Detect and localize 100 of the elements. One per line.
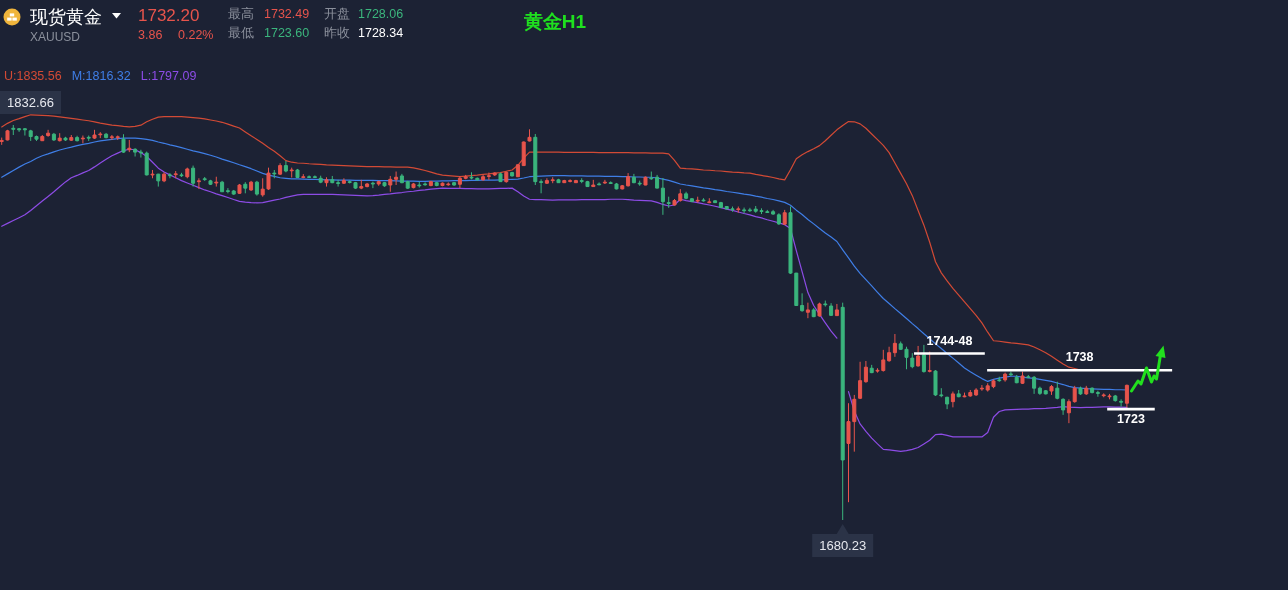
candlestick bbox=[742, 207, 747, 214]
candlestick bbox=[1037, 386, 1042, 396]
candlestick bbox=[655, 174, 660, 189]
candlestick bbox=[1095, 390, 1100, 398]
candlestick bbox=[637, 180, 642, 187]
candlestick bbox=[1066, 398, 1071, 424]
text: 1723.60 bbox=[264, 26, 310, 40]
candlestick bbox=[40, 134, 45, 142]
candlestick bbox=[956, 389, 961, 398]
text: 开盘 bbox=[324, 7, 350, 21]
candlestick bbox=[498, 172, 503, 183]
candlestick bbox=[1084, 385, 1089, 396]
candlestick bbox=[776, 212, 781, 226]
candlestick bbox=[278, 162, 283, 176]
candlestick bbox=[185, 167, 190, 179]
candlestick bbox=[283, 160, 288, 173]
candlestick bbox=[463, 174, 468, 180]
candlestick bbox=[69, 134, 74, 142]
candlestick bbox=[1020, 371, 1025, 385]
candlestick bbox=[104, 132, 109, 139]
text: 1728.34 bbox=[358, 26, 404, 40]
candlestick bbox=[747, 207, 752, 213]
candlestick bbox=[550, 176, 555, 184]
candlestick bbox=[950, 391, 955, 408]
candlestick bbox=[858, 361, 863, 400]
candlestick bbox=[771, 209, 776, 216]
candlestick bbox=[208, 179, 213, 186]
candlestick bbox=[718, 201, 723, 209]
ref-line-label: 1738 bbox=[1065, 350, 1094, 365]
candlestick bbox=[11, 124, 16, 136]
candlestick bbox=[150, 169, 155, 179]
candlestick bbox=[307, 174, 312, 179]
candlestick bbox=[887, 346, 892, 363]
text: 1732.49 bbox=[264, 7, 310, 21]
candlestick bbox=[945, 396, 950, 410]
candlestick bbox=[121, 133, 126, 154]
candlestick bbox=[196, 177, 201, 190]
candlestick bbox=[1124, 384, 1129, 409]
candlestick bbox=[318, 175, 323, 184]
candlestick bbox=[695, 196, 700, 204]
candlestick bbox=[423, 181, 428, 187]
annotation: 1680.23 bbox=[819, 538, 867, 553]
candlestick bbox=[202, 176, 207, 182]
candlestick bbox=[452, 181, 457, 187]
candlestick bbox=[1032, 375, 1037, 395]
candlestick bbox=[713, 199, 718, 204]
candlestick bbox=[51, 132, 56, 142]
text: 1728.06 bbox=[358, 7, 404, 21]
candlestick bbox=[591, 179, 596, 188]
candlestick bbox=[916, 345, 921, 368]
candlestick bbox=[544, 177, 549, 185]
candlestick bbox=[840, 302, 845, 521]
candlestick bbox=[399, 173, 404, 184]
candlestick bbox=[388, 175, 393, 193]
candlestick bbox=[979, 384, 984, 392]
candlestick bbox=[405, 180, 410, 190]
candlestick bbox=[80, 135, 85, 144]
candlestick bbox=[1008, 371, 1013, 377]
candlestick bbox=[666, 196, 671, 209]
candlestick bbox=[17, 127, 22, 133]
candlestick bbox=[649, 171, 654, 181]
candlestick bbox=[811, 307, 816, 318]
candlestick bbox=[1061, 397, 1066, 416]
text: XAUUSD bbox=[30, 30, 81, 44]
candlestick bbox=[191, 165, 196, 188]
candlestick bbox=[370, 181, 375, 189]
candlestick bbox=[573, 179, 578, 184]
candlestick bbox=[272, 169, 277, 179]
candlestick bbox=[434, 181, 439, 187]
candlestick bbox=[800, 292, 805, 313]
candlestick bbox=[1014, 374, 1019, 384]
candlestick bbox=[179, 172, 184, 178]
candlestick bbox=[539, 178, 544, 194]
ref-line-label: 1723 bbox=[1117, 412, 1145, 427]
candlestick bbox=[562, 179, 567, 184]
candlestick bbox=[707, 197, 712, 204]
chart-title: 黄金H1 bbox=[522, 11, 587, 32]
candlestick bbox=[1043, 389, 1048, 395]
candlestick bbox=[63, 136, 68, 142]
candlestick bbox=[684, 191, 689, 200]
candlestick bbox=[156, 173, 161, 188]
candlestick bbox=[173, 170, 178, 179]
candlestick bbox=[631, 173, 636, 184]
candlestick bbox=[336, 179, 341, 188]
candlestick bbox=[869, 364, 874, 374]
candlestick bbox=[214, 176, 219, 188]
candlestick bbox=[57, 132, 62, 142]
candlestick bbox=[167, 172, 172, 179]
candlestick bbox=[620, 184, 625, 190]
candlestick bbox=[1049, 384, 1054, 396]
candlestick bbox=[643, 175, 648, 186]
candlestick bbox=[324, 176, 329, 188]
candlestick bbox=[997, 376, 1002, 383]
candlestick bbox=[144, 151, 149, 176]
candlestick bbox=[829, 302, 834, 317]
candlestick bbox=[457, 175, 462, 189]
candlestick bbox=[823, 300, 828, 308]
candlestick bbox=[301, 173, 306, 179]
candlestick bbox=[127, 139, 132, 153]
candlestick bbox=[254, 180, 259, 197]
